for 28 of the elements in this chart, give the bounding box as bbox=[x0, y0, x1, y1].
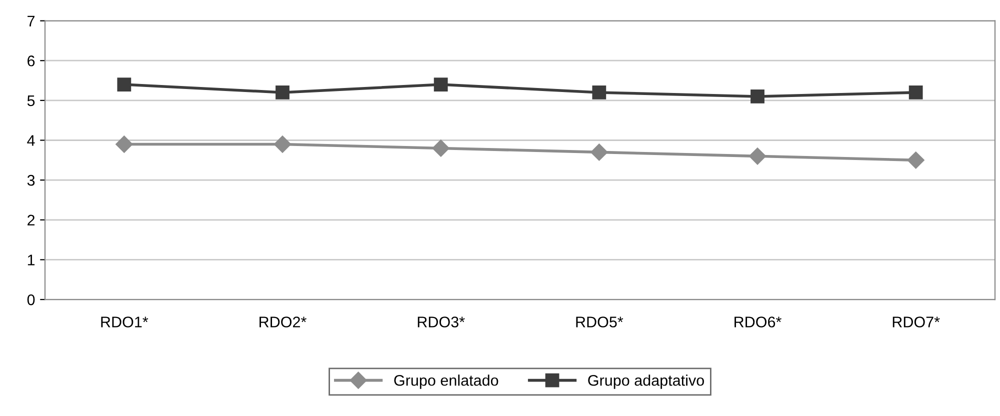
point bbox=[907, 152, 924, 169]
y-tick-label: 7 bbox=[28, 16, 35, 26]
x-tick-label: RDO2* bbox=[260, 316, 306, 328]
point bbox=[434, 78, 448, 92]
point bbox=[274, 136, 292, 153]
y-tick-label: 0 bbox=[27, 294, 35, 306]
y-tick-label: 3 bbox=[27, 174, 35, 186]
y-tick-label: 2 bbox=[28, 214, 35, 226]
point bbox=[117, 78, 132, 92]
point bbox=[116, 136, 133, 153]
legend-label: Grupo enlatado bbox=[394, 374, 498, 389]
point bbox=[590, 144, 608, 161]
y-tick-label: 6 bbox=[28, 55, 35, 66]
point bbox=[432, 140, 450, 157]
x-tick-label: RDO1* bbox=[101, 316, 148, 328]
y-tick-label: 5 bbox=[27, 95, 35, 106]
point bbox=[276, 86, 290, 100]
y-tick-label: 4 bbox=[27, 135, 35, 146]
point bbox=[908, 86, 923, 100]
x-tick-label: RDO6* bbox=[734, 316, 782, 328]
x-tick-label: RDO7* bbox=[892, 316, 940, 328]
point bbox=[750, 90, 764, 104]
point bbox=[592, 86, 606, 100]
x-tick-label: RDO5* bbox=[576, 316, 624, 328]
legend-label: Grupo adaptativo bbox=[588, 374, 704, 389]
y-tick-label: 1 bbox=[28, 254, 35, 266]
x-tick-label: RDO3* bbox=[418, 316, 465, 328]
point bbox=[748, 148, 766, 165]
